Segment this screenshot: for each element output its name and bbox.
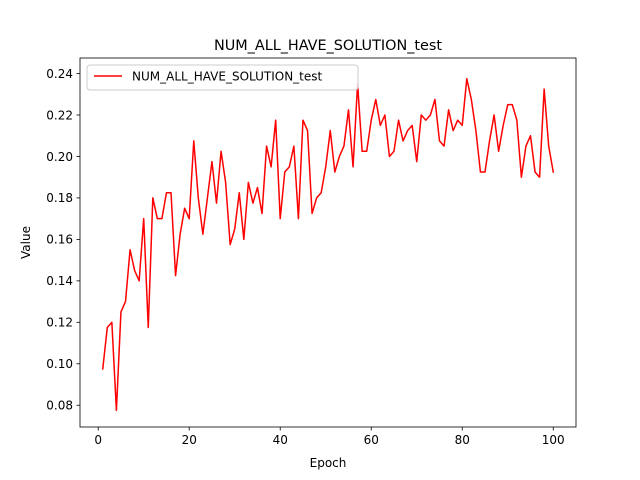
- y-tick-label: 0.20: [46, 150, 73, 164]
- y-tick-label: 0.16: [46, 233, 73, 247]
- x-tick-label: 100: [542, 433, 565, 447]
- chart-title: NUM_ALL_HAVE_SOLUTION_test: [214, 38, 442, 54]
- legend-box: [86, 64, 359, 91]
- y-axis: 0.08 0.10 0.12 0.14 0.16 0.18 0.20 0.22 0.24: [46, 67, 80, 413]
- legend: NUM_ALL_HAVE_SOLUTION_test: [86, 64, 359, 91]
- x-tick-label: 80: [455, 433, 470, 447]
- series-layer: [101, 77, 555, 412]
- x-tick-label: 20: [182, 433, 197, 447]
- x-tick-label: 0: [94, 433, 102, 447]
- series-line: [101, 77, 555, 412]
- y-axis-label: Value: [19, 226, 33, 259]
- x-axis-label: Epoch: [310, 456, 347, 470]
- y-tick-label: 0.24: [46, 67, 73, 81]
- x-tick-label: 40: [273, 433, 288, 447]
- y-tick-label: 0.08: [46, 399, 73, 413]
- y-tick-label: 0.14: [46, 274, 73, 288]
- plot-area: 0 20 40 60 80 100 0.08 0.10 0.12 0.14 0.16 0.18 0.2…: [46, 57, 577, 447]
- y-tick-label: 0.18: [46, 191, 73, 205]
- plot-frame: [79, 57, 577, 428]
- x-axis: 0 20 40 60 80 100: [94, 427, 565, 447]
- y-tick-label: 0.10: [46, 357, 73, 371]
- x-tick-label: 60: [364, 433, 379, 447]
- y-tick-label: 0.12: [46, 316, 73, 330]
- y-tick-label: 0.22: [46, 108, 73, 122]
- legend-label: NUM_ALL_HAVE_SOLUTION_test: [132, 70, 323, 84]
